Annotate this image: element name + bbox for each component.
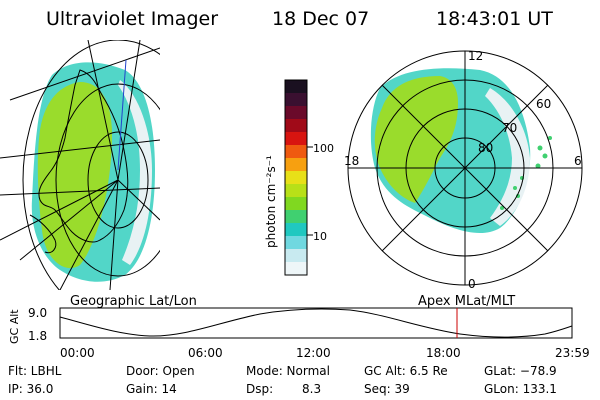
colorbar-segment: [285, 197, 307, 211]
polar-plot: 12 18 6 0 80 70 60: [344, 49, 583, 291]
timeline-ytick-min: 1.8: [28, 329, 47, 343]
status-gain: Gain: 14: [126, 382, 177, 396]
mlat-label-70: 70: [502, 121, 517, 135]
colorbar-segment: [285, 80, 307, 94]
mlt-label-12: 12: [468, 49, 483, 63]
colorbar-tick-100: 100: [313, 142, 334, 155]
status-glon: GLon: 133.1: [484, 382, 557, 396]
colorbar-segment: [285, 249, 307, 263]
time-tick-1200: 12:00: [296, 346, 331, 360]
time-tick-0000: 00:00: [60, 346, 95, 360]
colorbar-segment: [285, 184, 307, 198]
colorbar-segment: [285, 171, 307, 185]
timeline-ytick-max: 9.0: [28, 306, 47, 320]
mlt-label-6: 6: [574, 154, 582, 168]
colorbar-tick-10: 10: [313, 230, 327, 243]
status-flt: Flt: LBHL: [8, 364, 62, 378]
time-tick-0600: 06:00: [188, 346, 223, 360]
geographic-caption: Geographic Lat/Lon: [70, 294, 197, 309]
colorbar-segment: [285, 106, 307, 120]
colorbar-segment: [285, 145, 307, 159]
status-seq: Seq: 39: [364, 382, 410, 396]
status-dsp-label: Dsp:: [246, 382, 274, 396]
date-label: 18 Dec 07: [272, 8, 370, 30]
colorbar-segment: [285, 132, 307, 146]
status-glat: GLat: −78.9: [484, 364, 557, 378]
time-label: 18:43:01 UT: [436, 8, 553, 30]
status-dsp-value: 8.3: [302, 382, 322, 396]
geographic-map: [0, 40, 160, 290]
colorbar-segment: [285, 93, 307, 107]
status-mode: Mode: Normal: [246, 364, 330, 378]
altitude-timeline: GC Alt 9.0 1.8: [8, 306, 573, 344]
time-tick-2359: 23:59: [555, 346, 590, 360]
status-ip: IP: 36.0: [8, 382, 54, 396]
colorbar-segment: [285, 223, 307, 237]
apex-caption: Apex MLat/MLT: [418, 294, 516, 309]
colorbar-segment: [285, 236, 307, 250]
instrument-title: Ultraviolet Imager: [46, 8, 219, 30]
mlat-label-60: 60: [536, 97, 551, 111]
colorbar-segment: [285, 262, 307, 276]
colorbar: 100 10 photon cm⁻²s⁻¹: [264, 79, 334, 276]
colorbar-unit-label: photon cm⁻²s⁻¹: [264, 155, 278, 248]
colorbar-segment: [285, 119, 307, 133]
time-tick-1800: 18:00: [426, 346, 461, 360]
status-gc-alt: GC Alt: 6.5 Re: [364, 364, 448, 378]
mlt-label-18: 18: [344, 154, 359, 168]
colorbar-segment: [285, 210, 307, 224]
mlat-label-80: 80: [478, 141, 493, 155]
timeline-axis-label: GC Alt: [8, 309, 21, 344]
colorbar-segment: [285, 158, 307, 172]
mlt-label-0: 0: [468, 277, 476, 291]
status-door: Door: Open: [126, 364, 195, 378]
